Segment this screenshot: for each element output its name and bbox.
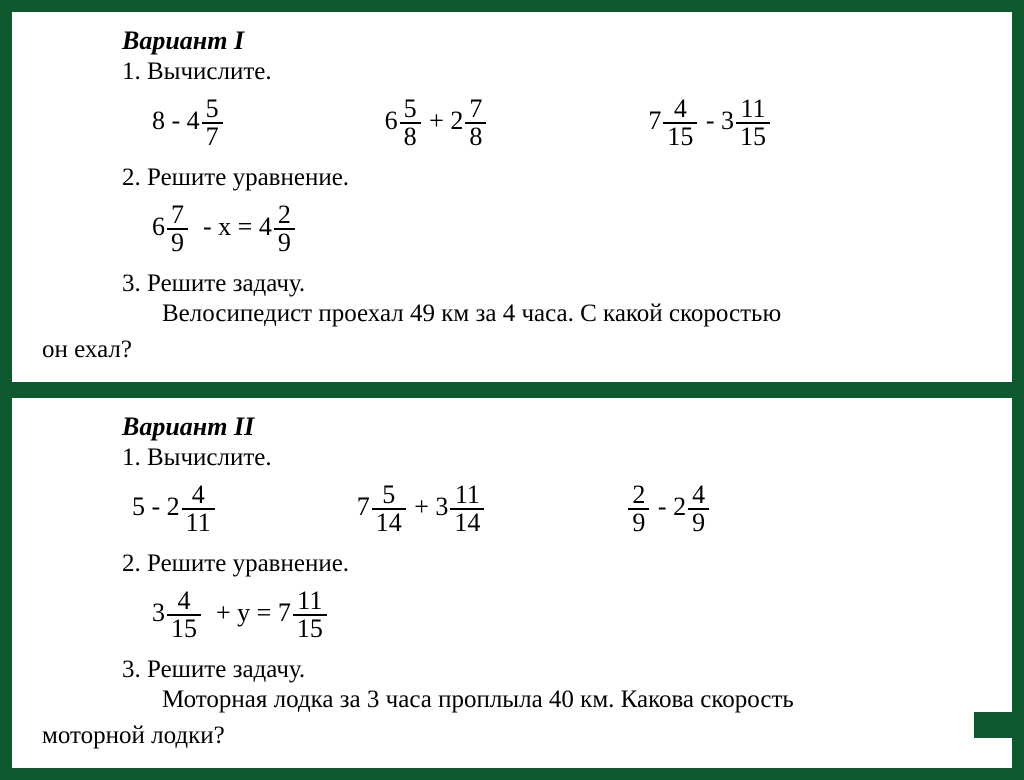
v1-t1-expr1: 8 - 457 [152, 96, 225, 150]
v1-task2-label: 2. Решите уравнение. [122, 164, 982, 192]
v2-task1-label: 1. Вычислите. [122, 444, 982, 472]
v2-task2-equation: 3415 + y = 71115 [152, 588, 982, 642]
variant-2-title: Вариант II [122, 412, 982, 442]
v1-task1-label: 1. Вычислите. [122, 58, 982, 86]
v2-task1-expressions: 5 - 2411 7514 + 31114 29 - 249 [132, 482, 982, 536]
v2-t1-expr1: 5 - 2411 [132, 482, 217, 536]
v2-task2-label: 2. Решите уравнение. [122, 550, 982, 578]
v1-task2-equation: 679 - x = 429 [152, 202, 982, 256]
v2-task3-label: 3. Решите задачу. [122, 656, 982, 684]
corner-accent [974, 712, 1024, 738]
v1-task3-text2: он ехал? [42, 336, 982, 364]
v2-t1-expr2: 7514 + 31114 [357, 482, 487, 536]
v1-task3-label: 3. Решите задачу. [122, 270, 982, 298]
variant-2-frame: Вариант II 1. Вычислите. 5 - 2411 7514 +… [0, 394, 1024, 780]
variant-1-title: Вариант I [122, 26, 982, 56]
v2-t1-expr3: 29 - 249 [626, 482, 711, 536]
variant-1-frame: Вариант I 1. Вычислите. 8 - 457 658 + 27… [0, 0, 1024, 394]
v1-task1-expressions: 8 - 457 658 + 278 7415 - 31115 [152, 96, 982, 150]
v2-task3-text1: Моторная лодка за 3 часа проплыла 40 км.… [122, 686, 982, 714]
v1-task3-text1: Велосипедист проехал 49 км за 4 часа. С … [122, 300, 982, 328]
v1-t1-expr2: 658 + 278 [385, 96, 489, 150]
v1-t1-expr3: 7415 - 31115 [648, 96, 772, 150]
v2-task3-text2: моторной лодки? [42, 722, 982, 750]
